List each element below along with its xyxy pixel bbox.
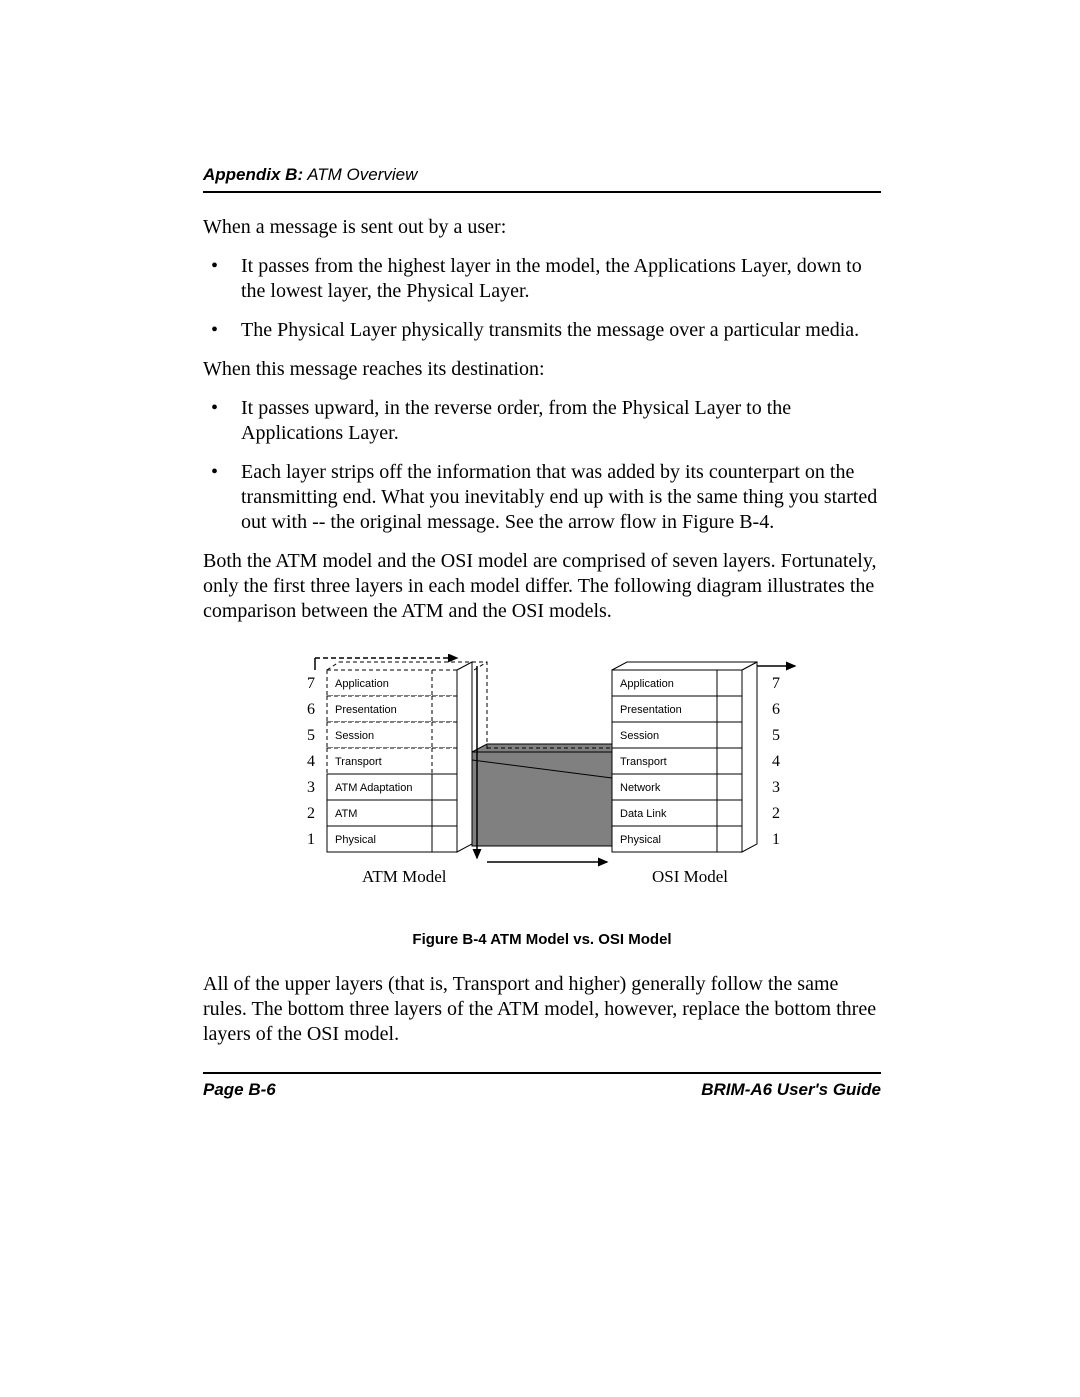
osi-layer-label: Transport xyxy=(620,756,667,768)
osi-top xyxy=(612,662,757,670)
layer-number: 2 xyxy=(307,805,315,822)
atm-side xyxy=(457,662,472,852)
layer-number: 5 xyxy=(307,727,315,744)
footer-page-number: Page B-6 xyxy=(203,1080,276,1100)
footer-guide-title: BRIM-A6 User's Guide xyxy=(701,1080,881,1100)
osi-stack: Application Presentation Session Transport N… xyxy=(612,662,757,852)
layer-number: 4 xyxy=(307,753,315,770)
paragraph-3: Both the ATM model and the OSI model are… xyxy=(203,549,881,624)
osi-numbers: 7 6 5 4 3 2 1 xyxy=(772,675,780,848)
osi-layer-label: Presentation xyxy=(620,704,682,716)
figure-caption: Figure B-4 ATM Model vs. OSI Model xyxy=(203,931,881,948)
atm-layer-label: ATM Adaptation xyxy=(335,782,412,794)
layer-number: 6 xyxy=(772,701,780,718)
atm-layer-label: Transport xyxy=(335,756,382,768)
running-header: Appendix B: ATM Overview xyxy=(203,165,881,193)
header-bold: Appendix B: xyxy=(203,165,303,184)
paragraph-2: When this message reaches its destinatio… xyxy=(203,357,881,382)
header-rest: ATM Overview xyxy=(303,165,417,184)
dashed-3d-leftcorner xyxy=(327,662,339,670)
atm-model-label: ATM Model xyxy=(362,867,447,886)
atm-numbers: 7 6 5 4 3 2 1 xyxy=(307,675,315,848)
layer-number: 7 xyxy=(307,675,315,692)
shade-top xyxy=(472,744,612,752)
diagram-svg: ApplicationPresentationSessionTransportA… xyxy=(277,654,807,894)
layer-number: 1 xyxy=(307,831,315,848)
list-item: Each layer strips off the information th… xyxy=(203,460,881,535)
osi-side xyxy=(742,662,757,852)
figure-b4: ApplicationPresentationSessionTransportA… xyxy=(203,654,881,948)
bullet-list-2: It passes upward, in the reverse order, … xyxy=(203,396,881,535)
layer-number: 7 xyxy=(772,675,780,692)
list-item: It passes from the highest layer in the … xyxy=(203,254,881,304)
shade-polygon xyxy=(472,752,612,846)
osi-model-label: OSI Model xyxy=(652,867,728,886)
layer-number: 3 xyxy=(772,779,780,796)
atm-layer-label: Presentation xyxy=(335,704,397,716)
list-item: The Physical Layer physically transmits … xyxy=(203,318,881,343)
layer-number: 5 xyxy=(772,727,780,744)
list-item: It passes upward, in the reverse order, … xyxy=(203,396,881,446)
paragraph-1: When a message is sent out by a user: xyxy=(203,215,881,240)
atm-stack: Application Presentation Session Transport A… xyxy=(327,662,472,852)
page-content: Appendix B: ATM Overview When a message … xyxy=(203,165,881,1061)
osi-layer-label: Network xyxy=(620,782,661,794)
atm-layer-label: Application xyxy=(335,678,389,690)
atm-layer-label: ATM xyxy=(335,808,357,820)
osi-layer-label: Session xyxy=(620,730,659,742)
page-footer: Page B-6 BRIM-A6 User's Guide xyxy=(203,1072,881,1100)
osi-layer-label: Data Link xyxy=(620,808,667,820)
paragraph-4: All of the upper layers (that is, Transp… xyxy=(203,972,881,1047)
layer-number: 2 xyxy=(772,805,780,822)
osi-layer-label: Physical xyxy=(620,834,661,846)
bullet-list-1: It passes from the highest layer in the … xyxy=(203,254,881,343)
layer-number: 6 xyxy=(307,701,315,718)
dashed-3d-lefttop xyxy=(474,662,487,670)
layer-number: 4 xyxy=(772,753,780,770)
atm-layer-label: Physical xyxy=(335,834,376,846)
atm-layer-label: Session xyxy=(335,730,374,742)
osi-layer-label: Application xyxy=(620,678,674,690)
layer-number: 1 xyxy=(772,831,780,848)
layer-number: 3 xyxy=(307,779,315,796)
